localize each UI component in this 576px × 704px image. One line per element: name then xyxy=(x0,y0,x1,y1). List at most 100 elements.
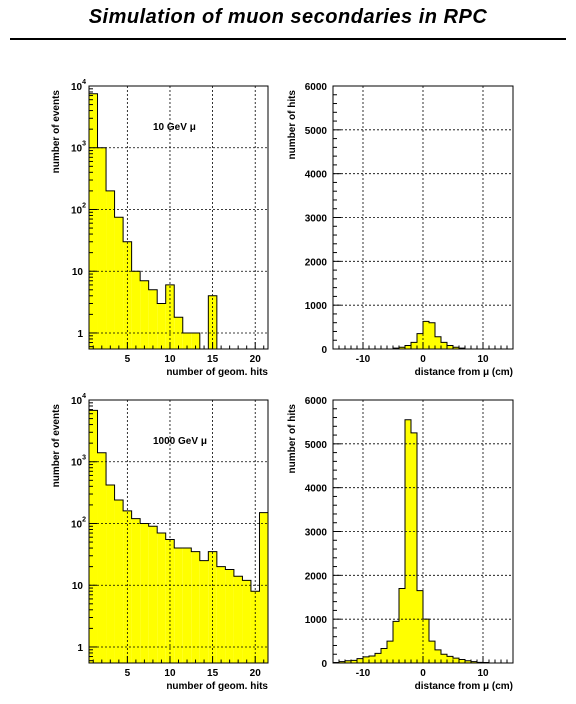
y-tick-label: 4000 xyxy=(305,170,328,181)
y-tick-label-exponent: 4 xyxy=(82,79,86,86)
histogram-bar xyxy=(339,661,345,663)
x-axis-label: number of geom. hits xyxy=(166,367,268,378)
y-axis-label: number of events xyxy=(51,90,62,174)
y-tick-label: 102 xyxy=(71,516,86,530)
histogram-bar xyxy=(345,660,351,663)
y-tick-label-exponent: 2 xyxy=(82,202,86,209)
histogram-bar xyxy=(399,588,405,663)
y-tick-label: 103 xyxy=(71,455,86,469)
histogram-bar xyxy=(411,432,417,664)
histogram-bar xyxy=(140,523,149,663)
histogram-bar xyxy=(453,658,459,663)
histogram-bar xyxy=(381,648,387,663)
histogram-bar xyxy=(123,510,132,663)
histogram-bar xyxy=(233,576,243,663)
histogram-bar xyxy=(225,569,234,663)
y-tick-label: 10 xyxy=(72,267,84,278)
y-tick-label: 1000 xyxy=(305,615,328,626)
histogram-bar xyxy=(250,591,260,663)
y-tick-label: 10 xyxy=(72,581,84,592)
x-tick-label: 10 xyxy=(164,668,176,679)
histogram-bar xyxy=(447,656,453,663)
x-tick-label: -10 xyxy=(356,668,371,679)
x-tick-label: 20 xyxy=(250,668,262,679)
x-tick-label: 5 xyxy=(125,668,131,679)
y-tick-label: 104 xyxy=(71,79,86,93)
histogram-bar xyxy=(423,619,429,663)
histogram-bar xyxy=(441,654,447,663)
x-tick-label: 15 xyxy=(207,668,219,679)
title-rule xyxy=(10,38,566,40)
histogram-outline xyxy=(88,409,269,663)
histogram-bar xyxy=(97,452,107,663)
histogram-bar xyxy=(387,641,393,663)
histogram-bar xyxy=(131,518,141,663)
y-tick-label: 4000 xyxy=(305,484,328,495)
x-tick-label: 0 xyxy=(420,354,426,365)
histogram-bar xyxy=(393,621,399,663)
histogram-bar xyxy=(89,410,98,663)
histogram-outline xyxy=(332,419,513,664)
histogram-bar xyxy=(174,548,183,663)
y-tick-label-base: 10 xyxy=(71,519,83,530)
histogram-bar xyxy=(459,659,465,663)
y-tick-label-exponent: 3 xyxy=(82,141,86,148)
histogram-bar xyxy=(106,190,115,349)
histogram-bar xyxy=(114,217,124,349)
histogram-bar xyxy=(369,655,375,663)
histogram-bar xyxy=(191,551,200,663)
y-axis-label: number of hits xyxy=(287,90,298,160)
histogram-bar xyxy=(97,147,107,349)
grid xyxy=(89,400,268,663)
histogram-bar xyxy=(441,342,447,349)
histogram-bar xyxy=(148,526,158,663)
bars xyxy=(89,410,268,663)
y-tick-label: 2000 xyxy=(305,571,328,582)
histogram-bar xyxy=(157,533,166,663)
y-tick-label: 103 xyxy=(71,141,86,155)
y-tick-label-base: 10 xyxy=(71,396,83,407)
energy-annotation: 1000 GeV μ xyxy=(153,436,207,447)
histogram-bar xyxy=(423,321,429,349)
y-tick-label: 3000 xyxy=(305,528,328,539)
y-tick-label-base: 10 xyxy=(71,458,83,469)
y-tick-label: 6000 xyxy=(305,396,328,407)
y-tick-label-exponent: 3 xyxy=(82,455,86,462)
histogram-bar xyxy=(417,590,423,663)
histogram-bar xyxy=(465,660,471,663)
y-tick-label-base: 10 xyxy=(71,82,83,93)
histogram-bar xyxy=(106,485,115,663)
x-tick-label: 10 xyxy=(164,354,176,365)
y-tick-label: 5000 xyxy=(305,440,328,451)
histogram-bar xyxy=(199,560,209,663)
histogram-bar xyxy=(435,336,441,349)
x-tick-label: 0 xyxy=(420,668,426,679)
y-tick-label: 6000 xyxy=(305,82,328,93)
y-tick-label: 3000 xyxy=(305,214,328,225)
histogram-bar xyxy=(242,580,251,663)
histogram-bar xyxy=(140,280,149,349)
histogram-bar xyxy=(165,284,175,349)
histogram-bar xyxy=(375,653,381,663)
y-tick-label: 2000 xyxy=(305,257,328,268)
ticks xyxy=(332,85,514,350)
y-tick-label-base: 10 xyxy=(71,144,83,155)
y-tick-label: 1 xyxy=(77,329,83,340)
y-axis-label: number of hits xyxy=(287,404,298,474)
histogram-bar xyxy=(131,271,141,349)
histogram-bar xyxy=(435,649,441,663)
x-axis-label: number of geom. hits xyxy=(166,681,268,692)
y-tick-label: 5000 xyxy=(305,126,328,137)
y-tick-label-exponent: 4 xyxy=(82,393,86,400)
histogram-bar xyxy=(357,658,363,663)
ticks xyxy=(332,399,514,664)
histogram-bar xyxy=(417,333,423,349)
y-axis-label: number of events xyxy=(51,404,62,488)
histogram-bar xyxy=(447,345,453,349)
x-tick-label: -10 xyxy=(356,354,371,365)
histogram-bar xyxy=(399,347,405,349)
histogram-bar xyxy=(405,419,411,663)
histogram-bar xyxy=(351,660,357,663)
